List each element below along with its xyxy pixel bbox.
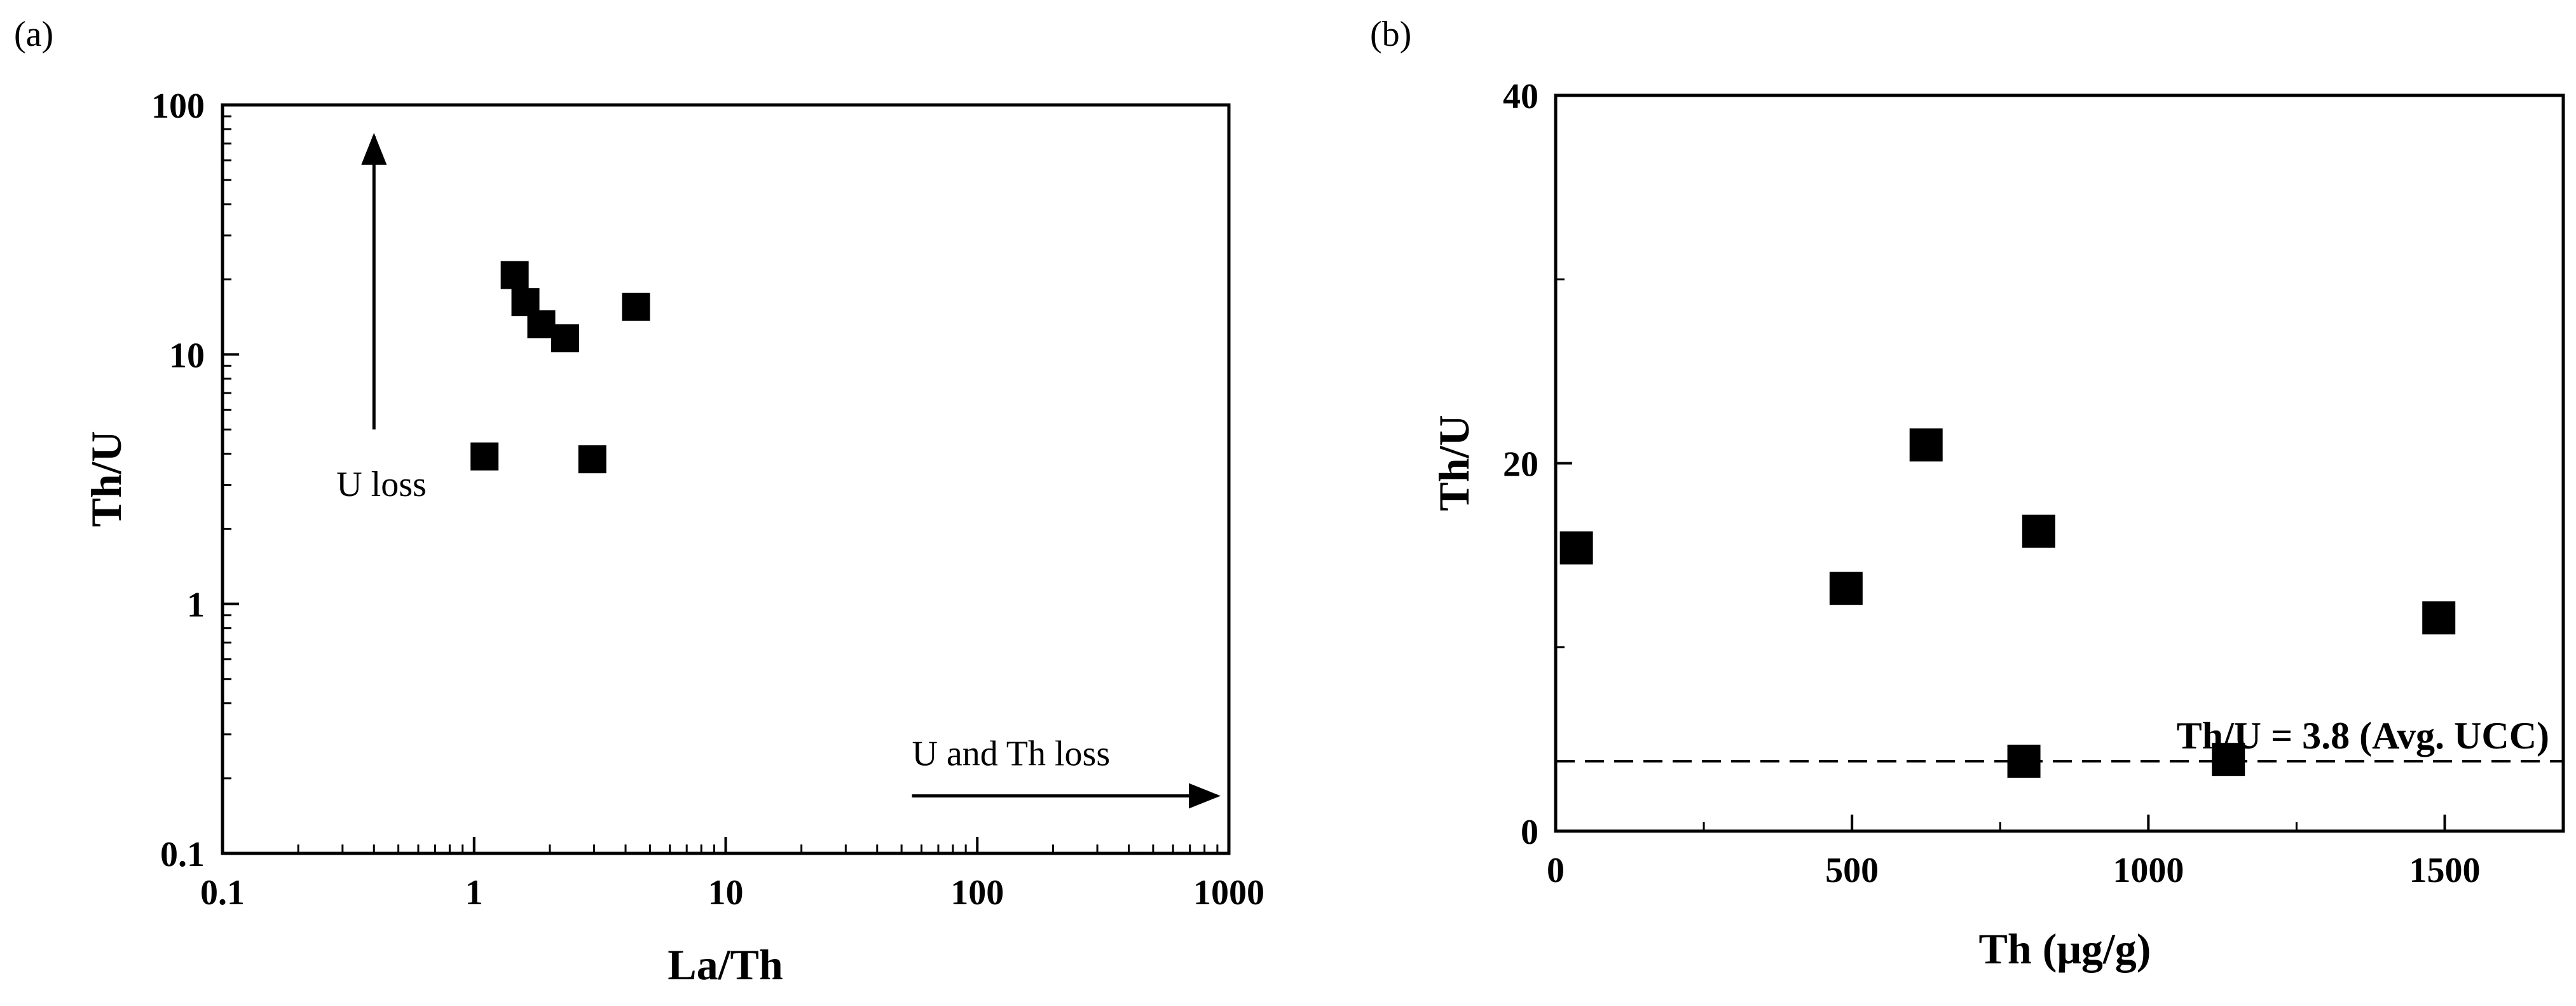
x-tick-label: 1500 bbox=[2409, 851, 2481, 890]
x-tick-label: 0 bbox=[1547, 851, 1565, 890]
y-tick-label: 0 bbox=[1521, 813, 1538, 852]
data-point bbox=[500, 261, 529, 289]
u-loss-annotation: U loss bbox=[336, 465, 427, 504]
panel-a-data-points bbox=[470, 261, 650, 474]
y-tick-label: 0.1 bbox=[160, 835, 205, 874]
data-point bbox=[578, 445, 606, 474]
panel-a-label: (a) bbox=[14, 15, 53, 54]
data-point bbox=[1909, 428, 1943, 462]
panel-b-tick-labels: 0 500 1000 1500 0 20 40 bbox=[1503, 77, 2481, 890]
data-point bbox=[470, 442, 499, 471]
x-tick-label: 1 bbox=[465, 873, 483, 913]
panel-a-tick-labels: 0.1 1 10 100 1000 0.1 1 10 100 bbox=[151, 86, 1264, 913]
y-tick-label: 10 bbox=[169, 336, 205, 375]
data-point bbox=[622, 293, 650, 321]
data-point bbox=[2422, 601, 2456, 635]
y-tick-label: 100 bbox=[151, 86, 205, 126]
x-tick-label: 1000 bbox=[1193, 873, 1264, 913]
x-tick-label: 500 bbox=[1825, 851, 1879, 890]
data-point bbox=[2007, 745, 2041, 778]
panel-a-th-u-vs-la-th: (a) 0.1 1 10 100 1000 0.1 1 10 100 La/Th Th/U U … bbox=[14, 15, 1264, 989]
data-point bbox=[1829, 572, 1863, 605]
data-point bbox=[2212, 743, 2245, 776]
panel-b-label: (b) bbox=[1370, 15, 1411, 54]
panel-a-y-axis-label: Th/U bbox=[82, 431, 130, 527]
panel-b-x-axis-label: Th (μg/g) bbox=[1979, 925, 2151, 973]
x-tick-label: 0.1 bbox=[200, 873, 245, 913]
y-tick-label: 1 bbox=[187, 586, 205, 625]
panel-b-y-axis-label: Th/U bbox=[1430, 415, 1478, 511]
x-tick-label: 100 bbox=[950, 873, 1004, 913]
data-point bbox=[1559, 531, 1593, 565]
panel-b-ticks bbox=[1554, 94, 2446, 832]
panel-b-data-points bbox=[1559, 428, 2456, 778]
x-tick-label: 10 bbox=[708, 873, 744, 913]
panel-a-x-axis-label: La/Th bbox=[668, 941, 783, 989]
y-tick-label: 20 bbox=[1503, 445, 1538, 485]
x-tick-label: 1000 bbox=[2113, 851, 2184, 890]
data-point bbox=[2022, 514, 2055, 548]
panel-a-ticks bbox=[221, 104, 1230, 855]
u-and-th-loss-annotation: U and Th loss bbox=[912, 734, 1110, 774]
y-tick-label: 40 bbox=[1503, 77, 1538, 116]
data-point bbox=[527, 310, 556, 339]
data-point bbox=[551, 324, 579, 353]
